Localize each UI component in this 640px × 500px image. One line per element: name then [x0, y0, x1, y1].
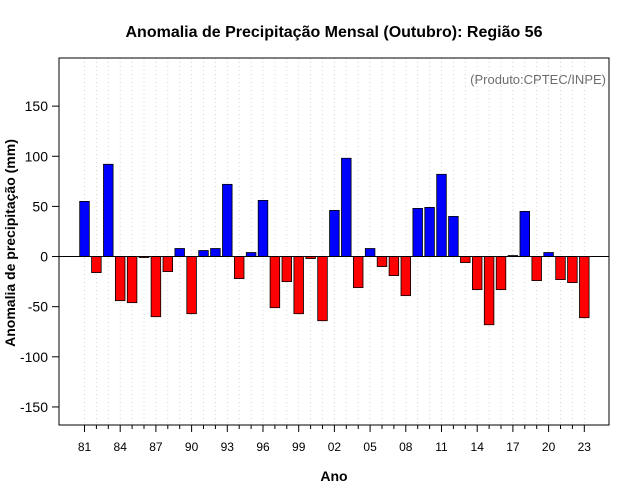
bar-85: [126, 256, 138, 304]
bar-84: [115, 256, 126, 302]
x-tick-label: 99: [292, 440, 306, 454]
bar-05: [364, 248, 376, 257]
bar-97: [269, 256, 281, 309]
bar-96: [257, 199, 269, 257]
x-tick-label: 96: [256, 440, 270, 454]
y-axis-label: Anomalia de precipitação (mm): [2, 139, 18, 347]
x-axis: 81 84 87 90 93 96 99 02 05 08 11 14 17 20 23: [78, 425, 591, 454]
bar-91: [198, 250, 209, 257]
bar-19: [531, 256, 542, 282]
bar-89: [174, 248, 185, 257]
y-tick-label: 50: [32, 198, 48, 214]
bar-07: [388, 256, 400, 276]
bar-95: [245, 252, 257, 257]
bar-23: [579, 256, 590, 319]
bars: [79, 157, 590, 326]
bar-81: [79, 200, 90, 257]
bar-94: [233, 256, 245, 280]
bar-20: [543, 252, 554, 257]
y-tick-label: 150: [25, 98, 49, 114]
bar-88: [162, 256, 174, 272]
y-axis: -150 -100 -50 0 50 100 150: [20, 98, 59, 415]
x-tick-label: 08: [399, 440, 413, 454]
bar-06: [376, 256, 388, 267]
x-tick-label: 87: [149, 440, 163, 454]
chart-title: Anomalia de Precipitação Mensal (Outubro…: [126, 24, 543, 41]
bar-12: [448, 216, 459, 257]
bar-87: [150, 256, 162, 318]
y-tick-label: 0: [40, 249, 48, 265]
x-tick-label: 93: [221, 440, 235, 454]
y-tick-label: -100: [20, 349, 48, 365]
bar-11: [436, 173, 447, 257]
bar-99: [293, 256, 304, 315]
bar-10: [424, 207, 435, 257]
bar-98: [281, 256, 293, 283]
bar-01: [317, 256, 328, 322]
x-tick-label: 23: [578, 440, 592, 454]
x-tick-label: 14: [471, 440, 485, 454]
bar-08: [400, 256, 412, 297]
bar-22: [567, 256, 578, 284]
bar-93: [222, 183, 233, 257]
bar-18: [519, 211, 531, 257]
bar-92: [210, 248, 221, 257]
bar-02: [329, 210, 340, 257]
bar-15: [483, 256, 495, 326]
x-tick-label: 20: [542, 440, 556, 454]
x-axis-label: Ano: [320, 468, 347, 484]
x-tick-label: 90: [185, 440, 199, 454]
bar-16: [495, 256, 507, 291]
bar-90: [186, 256, 197, 315]
x-tick-label: 17: [506, 440, 520, 454]
y-tick-label: -150: [20, 399, 48, 415]
x-tick-label: 05: [363, 440, 377, 454]
bar-03: [341, 157, 352, 257]
x-tick-label: 81: [78, 440, 92, 454]
bar-14: [471, 256, 483, 291]
bar-09: [412, 208, 423, 257]
bar-21: [555, 256, 566, 281]
x-tick-label: 84: [114, 440, 128, 454]
x-tick-label: 02: [328, 440, 342, 454]
source-note: (Produto:CPTEC/INPE): [470, 72, 606, 87]
y-tick-label: -50: [28, 299, 48, 315]
bar-04: [352, 256, 364, 289]
bar-13: [460, 256, 471, 263]
bar-82: [91, 256, 102, 273]
x-tick-label: 11: [435, 440, 448, 454]
y-tick-label: 100: [25, 148, 49, 164]
bar-83: [103, 163, 114, 257]
